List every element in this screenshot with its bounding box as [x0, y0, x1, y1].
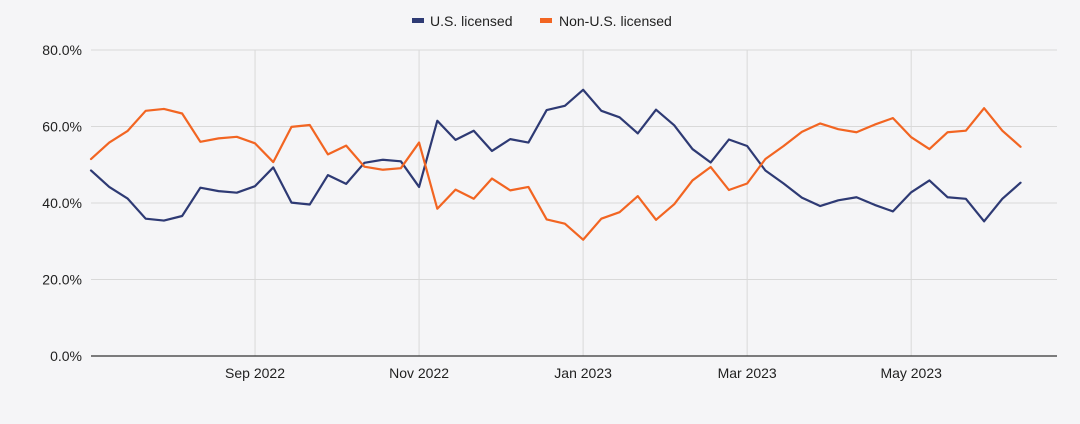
x-axis: Sep 2022 Nov 2022 Jan 2023 Mar 2023 May 2023 [91, 355, 1057, 381]
y-tick-label: 80.0% [42, 42, 82, 58]
series-lines [89, 88, 1022, 241]
x-tick-label: Nov 2022 [389, 365, 449, 381]
y-axis: 0.0% 20.0% 40.0% 60.0% 80.0% [42, 42, 82, 364]
gridlines [91, 49, 1057, 356]
legend: U.S. licensed Non-U.S. licensed [412, 13, 672, 29]
series-line-us-licensed [89, 88, 1022, 223]
y-tick-label: 20.0% [42, 272, 82, 288]
legend-label: U.S. licensed [430, 13, 512, 29]
legend-swatch [412, 18, 424, 23]
legend-swatch [540, 18, 552, 23]
legend-label: Non-U.S. licensed [559, 13, 672, 29]
x-tick-label: Jan 2023 [554, 365, 612, 381]
x-tick-label: Mar 2023 [718, 365, 777, 381]
y-tick-label: 40.0% [42, 195, 82, 211]
x-tick-label: May 2023 [880, 365, 942, 381]
series-line-non-us-licensed [89, 107, 1022, 241]
y-tick-label: 0.0% [50, 348, 82, 364]
x-tick-label: Sep 2022 [225, 365, 285, 381]
y-tick-label: 60.0% [42, 119, 82, 135]
